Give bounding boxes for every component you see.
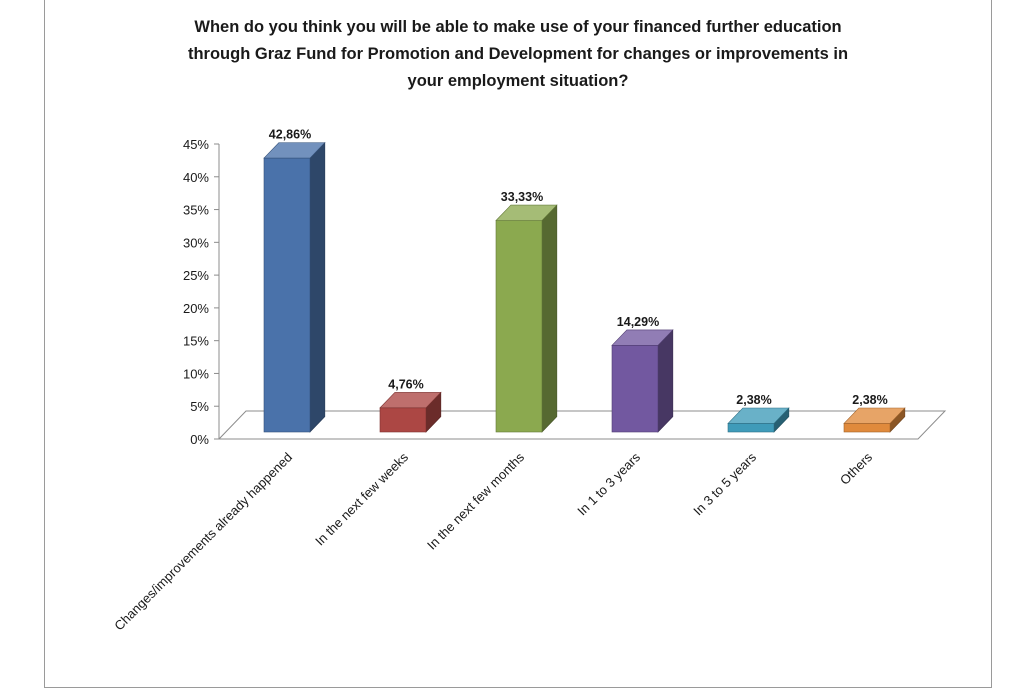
y-tick-label: 45% <box>183 137 209 152</box>
y-tick-label: 20% <box>183 301 209 316</box>
bar <box>727 407 790 433</box>
bar <box>843 407 906 433</box>
chart-title: When do you think you will be able to ma… <box>44 14 992 95</box>
data-label: 2,38% <box>736 393 771 407</box>
data-label: 4,76% <box>388 377 423 391</box>
data-label: 33,33% <box>501 190 543 204</box>
x-category-label: Changes/improvements already happened <box>111 450 295 634</box>
data-label: 2,38% <box>852 393 887 407</box>
y-axis: 0% 5% 10% 15% 20% 25% 30% 35% 40% 45% <box>183 137 220 447</box>
x-category-label: In 3 to 5 years <box>690 449 759 518</box>
bars <box>263 141 906 433</box>
data-label: 14,29% <box>617 315 659 329</box>
x-category-label: In the next few weeks <box>312 449 411 548</box>
y-tick-label: 10% <box>183 366 209 381</box>
y-tick-label: 40% <box>183 170 209 185</box>
y-tick-label: 35% <box>183 203 209 218</box>
floor-plane <box>217 410 947 440</box>
chart-title-line: your employment situation? <box>407 72 629 90</box>
bar <box>611 329 674 433</box>
bar <box>495 204 558 433</box>
y-tick-label: 0% <box>190 432 209 447</box>
y-tick-label: 25% <box>183 268 209 283</box>
bar <box>379 391 442 433</box>
x-category-label: Others <box>837 449 876 488</box>
chart-title-line: When do you think you will be able to ma… <box>194 18 842 36</box>
y-tick-label: 5% <box>190 399 209 414</box>
chart-title-line: through Graz Fund for Promotion and Deve… <box>187 45 849 63</box>
data-label: 42,86% <box>269 128 311 142</box>
x-axis-labels: Changes/improvements already happened In … <box>111 449 875 633</box>
y-tick-label: 15% <box>183 334 209 349</box>
bar <box>263 141 326 433</box>
y-tick-label: 30% <box>183 235 209 250</box>
data-labels: 42,86% 4,76% 33,33% 14,29% 2,38% 2,38% <box>269 128 888 407</box>
chart-floor <box>217 410 947 440</box>
x-category-label: In 1 to 3 years <box>574 449 643 518</box>
x-category-label: In the next few months <box>424 449 527 552</box>
